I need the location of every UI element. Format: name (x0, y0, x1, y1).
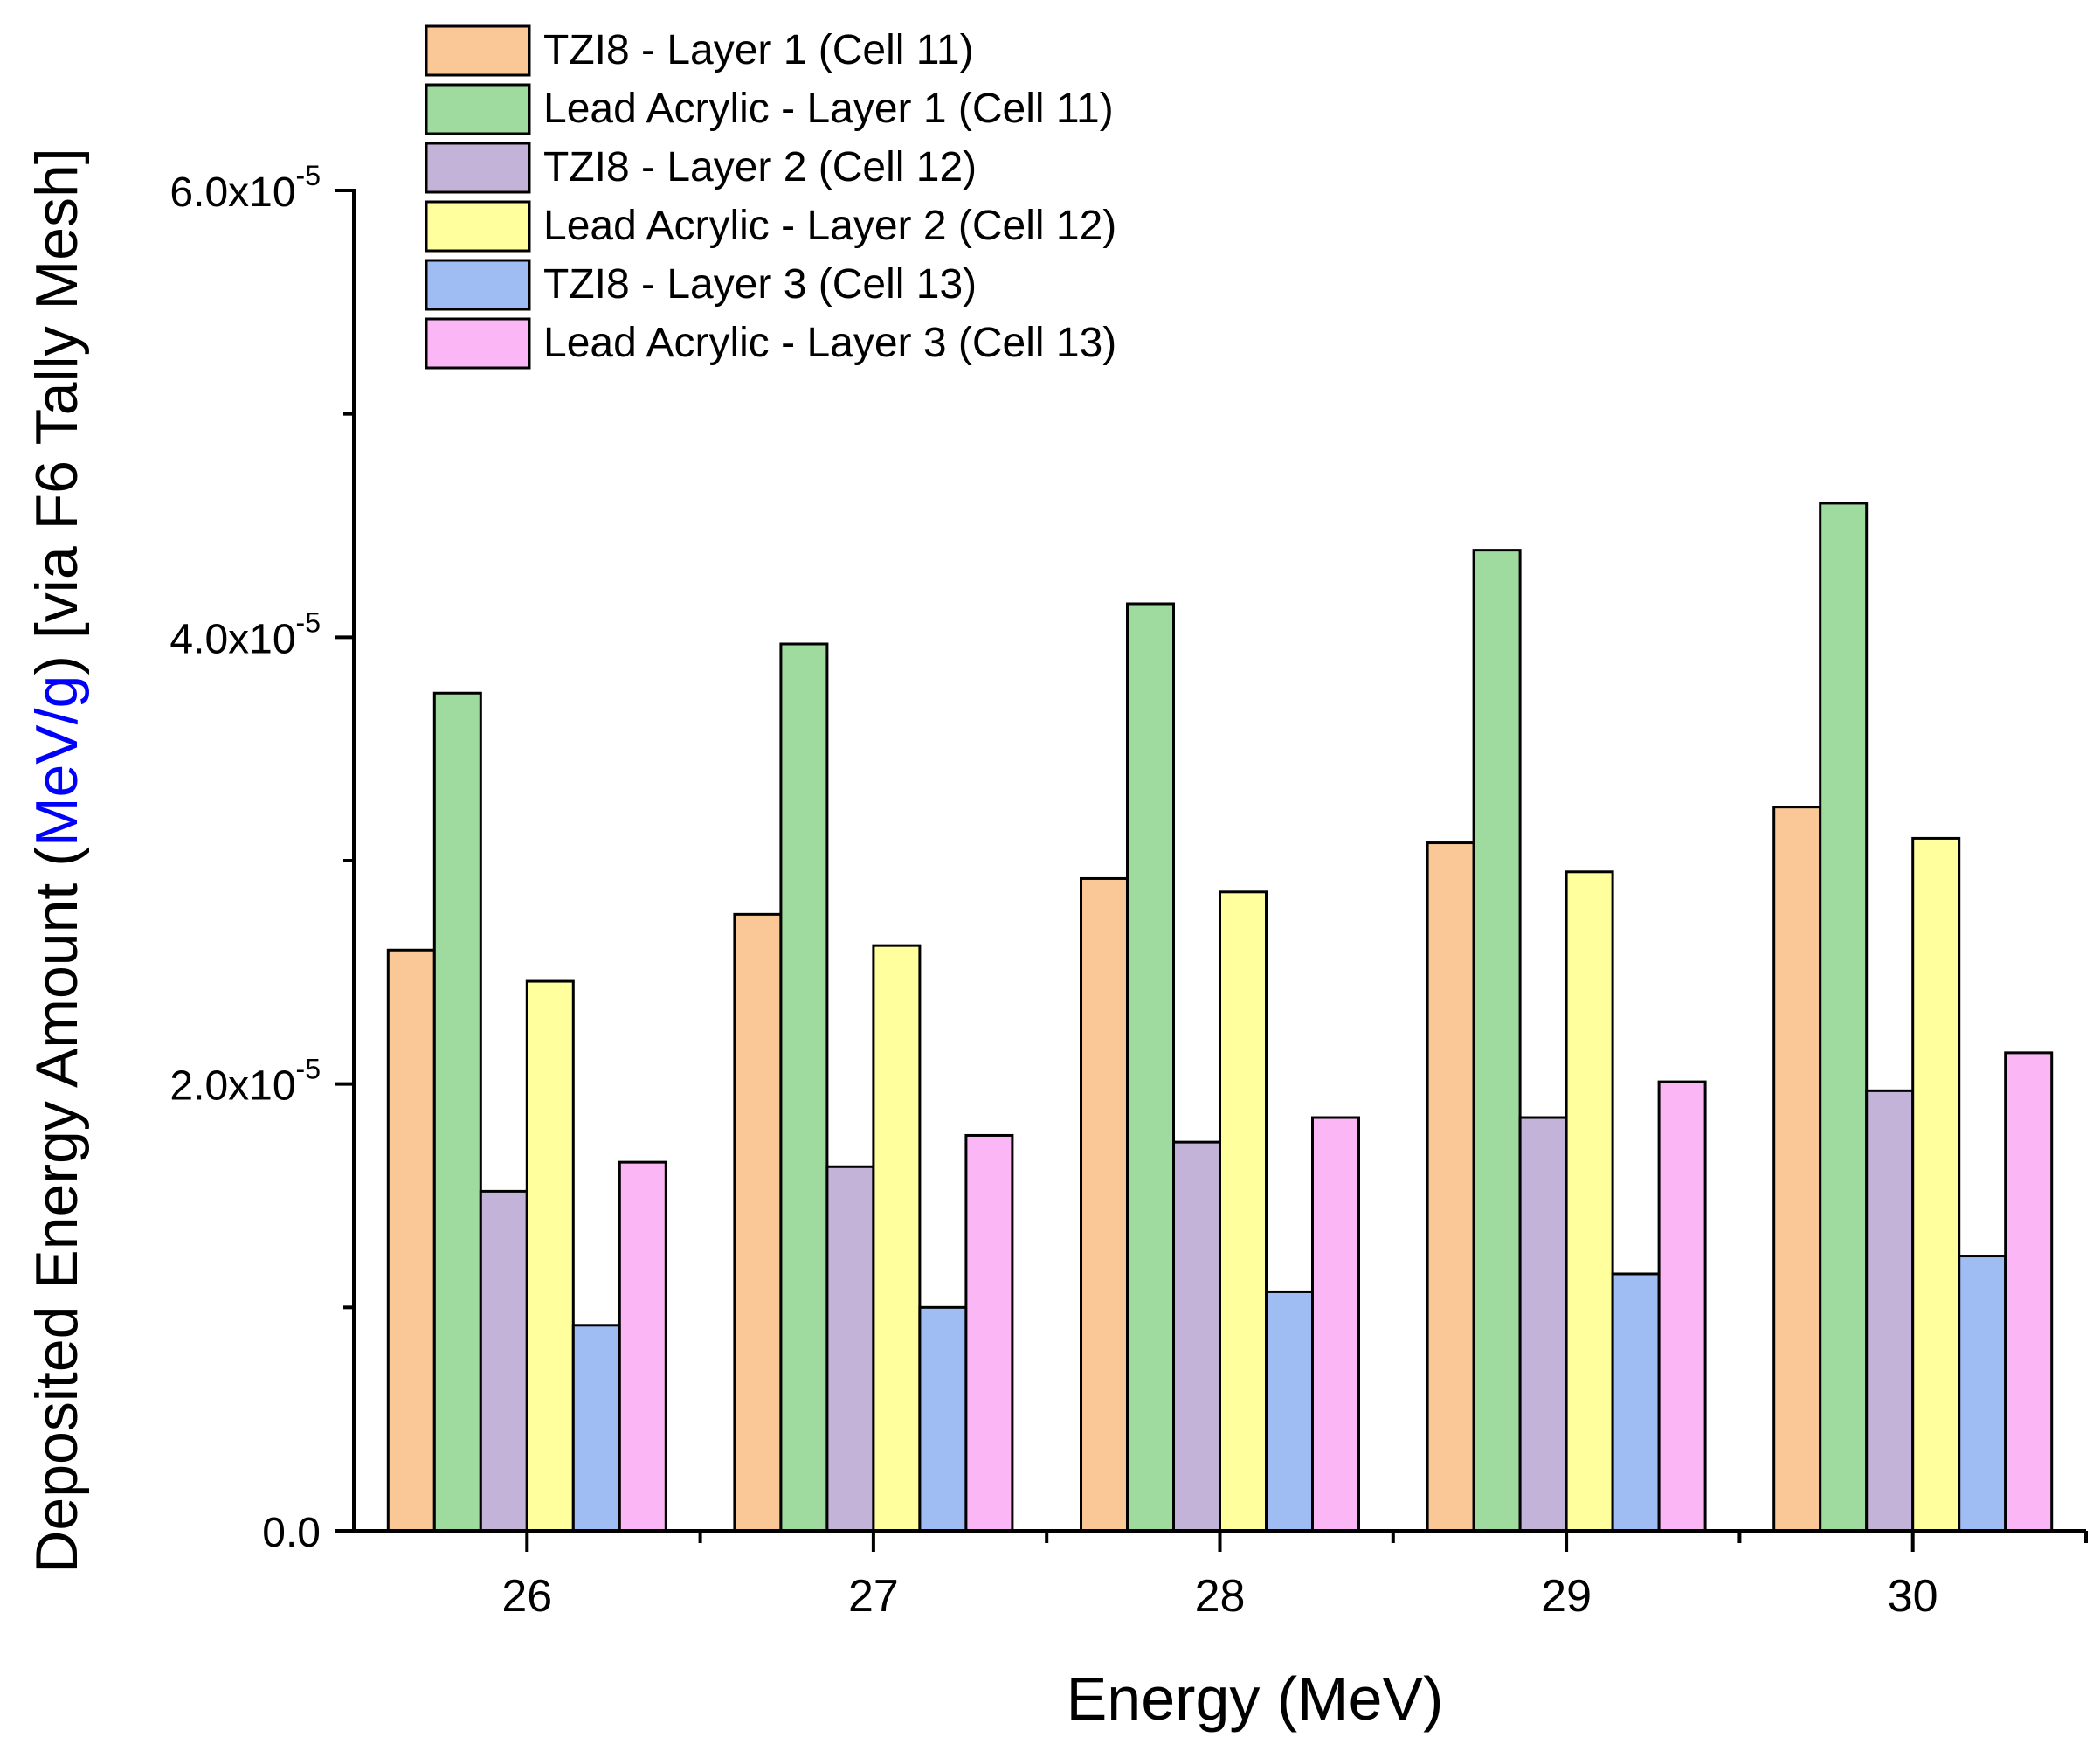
x-tick-label: 30 (1888, 1571, 1938, 1622)
bar (1311, 1116, 1360, 1533)
legend-swatch (425, 24, 531, 77)
x-tick-label: 26 (501, 1571, 552, 1622)
y-axis-unit: MeV/g (24, 675, 90, 848)
legend-label: Lead Acrylic - Layer 3 (Cell 13) (543, 320, 1116, 366)
bar (432, 691, 482, 1533)
bar (1865, 1089, 1915, 1533)
x-tick-label: 27 (848, 1571, 899, 1622)
y-tick-label: 6.0x10-5 (169, 160, 321, 216)
bar (1518, 1116, 1568, 1533)
bar (1172, 1140, 1221, 1533)
y-tick-label: 0.0 (262, 1510, 321, 1556)
legend-label: TZI8 - Layer 3 (Cell 13) (543, 261, 977, 308)
axes-layer: 0.0 2.0x10-5 4.0x10-5 6.0x10-5 26 27 28 29 30 (169, 160, 2088, 1622)
legend-label: TZI8 - Layer 2 (Cell 12) (543, 144, 977, 190)
bar (1611, 1272, 1661, 1533)
legend-swatch (425, 83, 531, 135)
bar (1772, 806, 1822, 1533)
y-tick-label: 4.0x10-5 (169, 606, 321, 662)
bar (1426, 841, 1475, 1533)
bar (825, 1165, 875, 1533)
bar (2004, 1051, 2054, 1533)
bars-layer (386, 502, 2054, 1533)
bar (1911, 836, 1961, 1533)
legend-swatch (425, 317, 531, 370)
x-tick-label: 29 (1541, 1571, 1592, 1622)
bar (479, 1189, 528, 1533)
bar (571, 1324, 621, 1533)
bar (1958, 1255, 2007, 1533)
bar (1126, 602, 1175, 1533)
legend: TZI8 - Layer 1 (Cell 11) Lead Acrylic - L… (425, 24, 1116, 370)
bar (872, 944, 922, 1533)
axis-titles: Energy (MeV) Deposited Energy Amount (MeV… (24, 148, 1443, 1733)
bar (918, 1305, 968, 1533)
legend-label: TZI8 - Layer 1 (Cell 11) (543, 27, 974, 73)
bar (964, 1133, 1014, 1533)
bar (1265, 1290, 1314, 1533)
x-axis-title: Energy (MeV) (1067, 1664, 1444, 1733)
y-axis-title: Deposited Energy Amount (MeV/g) [via F6 … (24, 148, 90, 1573)
legend-label: Lead Acrylic - Layer 1 (Cell 11) (543, 86, 1114, 132)
legend-swatch (425, 142, 531, 194)
bar (733, 912, 783, 1533)
x-tick-label: 28 (1195, 1571, 1246, 1622)
bar (618, 1160, 667, 1533)
bar (525, 979, 575, 1533)
bar (1472, 549, 1522, 1533)
legend-swatch (425, 259, 531, 311)
legend-label: Lead Acrylic - Layer 2 (Cell 12) (543, 203, 1116, 249)
bar (1080, 876, 1129, 1533)
bar (1219, 890, 1268, 1533)
bar (1565, 870, 1614, 1533)
bar (386, 948, 436, 1533)
bar (779, 642, 829, 1533)
bar (1819, 502, 1869, 1533)
legend-swatch (425, 200, 531, 253)
bar (1657, 1080, 1707, 1533)
y-tick-label: 2.0x10-5 (169, 1054, 321, 1110)
